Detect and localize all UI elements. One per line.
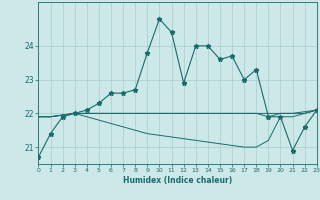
X-axis label: Humidex (Indice chaleur): Humidex (Indice chaleur) xyxy=(123,176,232,185)
